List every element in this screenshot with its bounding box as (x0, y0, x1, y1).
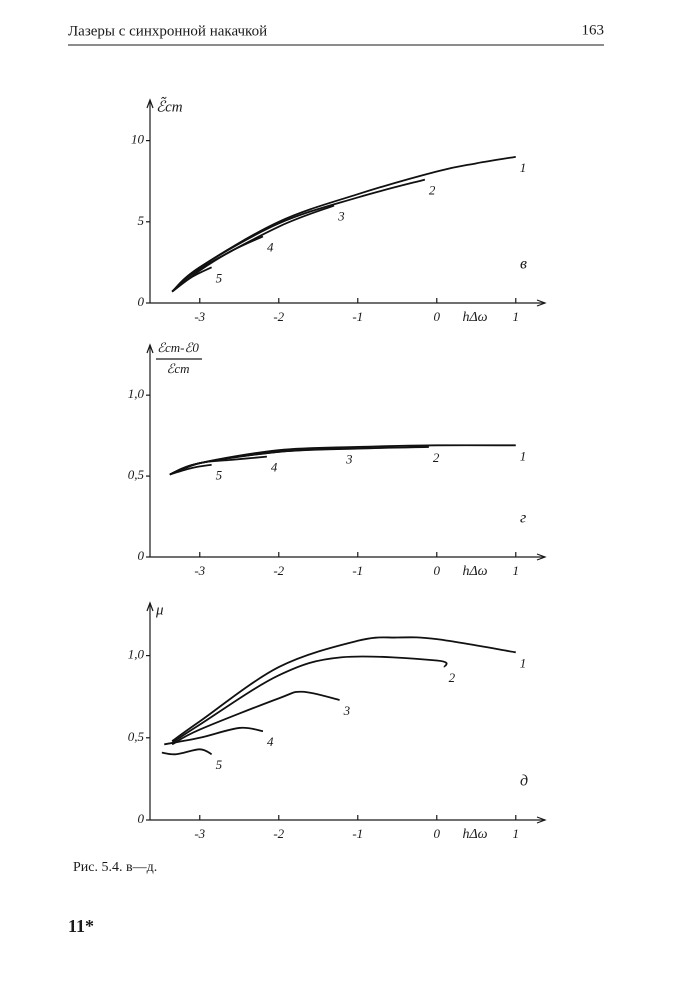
x-tick-label: -1 (352, 309, 363, 324)
curve-label: 5 (216, 757, 223, 772)
y-tick-label: 0,5 (128, 729, 145, 744)
curve-label: 1 (520, 448, 527, 463)
curve-label: 1 (520, 160, 527, 175)
x-tick-label: 1 (513, 309, 520, 324)
curve-label: 3 (343, 703, 351, 718)
curve-label: 2 (449, 670, 456, 685)
y-tick-label: 1,0 (128, 386, 145, 401)
y-tick-label: 0,5 (128, 467, 145, 482)
curve (161, 748, 213, 756)
curve-label: 4 (271, 460, 278, 475)
x-tick-label: -3 (194, 309, 205, 324)
x-tick-label: 0 (434, 826, 441, 841)
curve-label: 3 (345, 452, 353, 467)
curve-label: 1 (520, 655, 527, 670)
panel-letter: г (520, 510, 526, 527)
curve (171, 690, 340, 746)
y-tick-label: 1,0 (128, 647, 145, 662)
curve-label: 2 (429, 183, 436, 198)
curve (169, 455, 268, 476)
x-tick-label: -3 (194, 563, 205, 578)
curve (171, 655, 448, 744)
signature-mark: 11* (68, 916, 94, 936)
x-tick-label: -2 (273, 563, 284, 578)
curve (171, 204, 335, 293)
x-tick-label: 0 (434, 309, 441, 324)
x-axis-label: hΔω (462, 310, 487, 325)
x-axis-arrow (536, 816, 547, 824)
curve (164, 726, 264, 746)
x-tick-label: 1 (513, 826, 520, 841)
x-axis-arrow (536, 553, 547, 561)
y-axis-arrow (146, 98, 154, 109)
page-number: 163 (582, 22, 605, 38)
curve (171, 636, 516, 742)
curve-label: 4 (267, 734, 274, 749)
y-tick-label: 10 (131, 132, 145, 147)
x-tick-label: -2 (273, 826, 284, 841)
curve (171, 266, 213, 293)
y-axis-label: μ (155, 602, 164, 618)
running-title: Лазеры с синхронной накачкой (68, 23, 267, 39)
curve (169, 463, 212, 476)
y-axis-arrow (146, 343, 154, 354)
figure-caption: Рис. 5.4. в—д. (73, 860, 157, 875)
curve-label: 2 (433, 450, 440, 465)
x-tick-label: -1 (352, 563, 363, 578)
y-tick-label: 0 (138, 811, 145, 826)
curve (171, 178, 426, 293)
curve-label: 3 (337, 209, 345, 224)
x-tick-label: -2 (273, 309, 284, 324)
y-tick-label: 0 (138, 548, 145, 563)
x-axis-label: hΔω (462, 827, 487, 842)
x-axis-label: hΔω (462, 564, 487, 579)
y-tick-label: 0 (138, 294, 145, 309)
x-axis-arrow (536, 299, 547, 307)
curve (171, 155, 516, 293)
panel-letter: в (520, 256, 527, 273)
x-tick-label: -1 (352, 826, 363, 841)
y-axis-arrow (146, 601, 154, 612)
x-tick-label: -3 (194, 826, 205, 841)
curve-label: 5 (216, 468, 223, 483)
curve-label: 4 (267, 239, 274, 254)
y-tick-label: 5 (138, 213, 145, 228)
panel-letter: д (520, 773, 528, 790)
y-axis-label-denominator: ℰст (166, 361, 189, 376)
y-axis-label-numerator: ℰст-ℰ0 (157, 340, 199, 355)
y-axis-label: ℰ̃ст (156, 97, 183, 116)
curve-label: 5 (216, 270, 223, 285)
x-tick-label: 1 (513, 563, 520, 578)
x-tick-label: 0 (434, 563, 441, 578)
